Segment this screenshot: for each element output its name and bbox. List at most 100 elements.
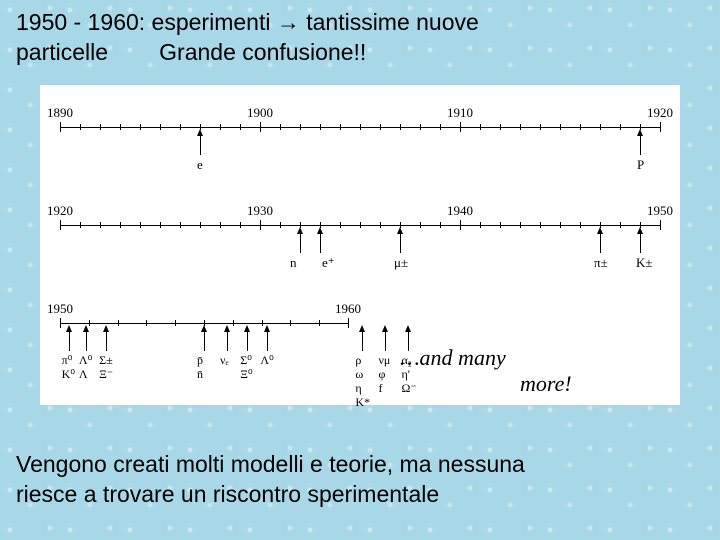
tick-minor	[400, 124, 401, 130]
discovery-arrow	[204, 329, 205, 351]
footer-line2: riesce a trovare un riscontro sperimenta…	[16, 481, 439, 507]
tick-minor	[233, 320, 234, 326]
title-line2: particelle	[16, 39, 108, 65]
discovery-arrow	[640, 231, 641, 253]
particle-label: Σ⁰	[240, 353, 252, 368]
particle-label: μ±	[394, 255, 408, 271]
discovery-arrow	[267, 329, 268, 351]
tick-label: 1890	[47, 105, 73, 121]
particle-label: p̄	[197, 353, 203, 368]
tick-minor	[200, 222, 201, 228]
particle-label: Λ⁰	[260, 353, 274, 368]
tick-major	[460, 220, 461, 230]
tick-label: 1920	[647, 105, 673, 121]
tick-minor	[560, 222, 561, 228]
particle-label: K⁰	[62, 367, 75, 382]
title-line2b: Grande confusione!!	[159, 39, 366, 65]
discovery-arrow	[247, 329, 248, 351]
tick-label: 1950	[647, 203, 673, 219]
tick-minor	[340, 222, 341, 228]
particle-label: K±	[636, 255, 653, 271]
tick-label: 1930	[247, 203, 273, 219]
tick-minor	[220, 222, 221, 228]
tick-minor	[540, 124, 541, 130]
particle-label: Ξ⁰	[240, 367, 253, 382]
tick-major	[260, 122, 261, 132]
tick-minor	[500, 124, 501, 130]
tick-minor	[340, 124, 341, 130]
tick-minor	[240, 222, 241, 228]
particle-label: π⁰	[62, 353, 73, 368]
tick-label: 1960	[335, 301, 361, 317]
tick-minor	[500, 222, 501, 228]
particle-label: Ξ⁻	[99, 367, 113, 382]
tick-major	[60, 220, 61, 230]
tick-minor	[100, 124, 101, 130]
tick-minor	[180, 124, 181, 130]
discovery-arrow	[69, 329, 70, 351]
discovery-arrow	[106, 329, 107, 351]
and-many-text: …and many	[400, 345, 506, 371]
timeline-diagram: 1890190019101920eP1920193019401950ne⁺μ±π…	[40, 85, 680, 405]
discovery-arrow	[385, 329, 386, 351]
particle-label: η	[355, 381, 361, 396]
particle-label: e⁺	[322, 255, 335, 271]
discovery-arrow	[227, 329, 228, 351]
tick-minor	[220, 124, 221, 130]
particle-label: Ω⁻	[401, 381, 416, 396]
tick-minor	[380, 222, 381, 228]
slide-footer: Vengono creati molti modelli e teorie, m…	[16, 450, 704, 510]
particle-label: e	[197, 157, 203, 173]
tick-label: 1910	[447, 105, 473, 121]
tick-minor	[120, 124, 121, 130]
tick-major	[60, 318, 61, 328]
tick-minor	[240, 124, 241, 130]
particle-label: ω	[355, 367, 363, 382]
tick-minor	[440, 222, 441, 228]
tick-minor	[280, 222, 281, 228]
tick-minor	[160, 124, 161, 130]
discovery-arrow	[320, 231, 321, 253]
tick-label: 1940	[447, 203, 473, 219]
tick-major	[660, 122, 661, 132]
tick-minor	[360, 222, 361, 228]
particle-label: Λ⁰	[79, 353, 93, 368]
particle-label: n	[290, 255, 297, 271]
tick-minor	[120, 222, 121, 228]
tick-minor	[118, 320, 119, 326]
footer-line1: Vengono creati molti modelli e teorie, m…	[16, 451, 525, 477]
tick-major	[348, 318, 349, 328]
tick-minor	[319, 320, 320, 326]
tick-minor	[100, 222, 101, 228]
tick-minor	[262, 320, 263, 326]
discovery-arrow	[362, 329, 363, 351]
particle-label: νₑ	[220, 353, 229, 368]
particle-label: Λ	[79, 367, 88, 382]
tick-minor	[420, 222, 421, 228]
tick-minor	[290, 320, 291, 326]
tick-minor	[140, 124, 141, 130]
tick-minor	[360, 124, 361, 130]
tick-minor	[160, 222, 161, 228]
tick-label: 1920	[47, 203, 73, 219]
particle-label: Σ±	[99, 353, 113, 368]
tick-label: 1950	[47, 301, 73, 317]
tick-major	[660, 220, 661, 230]
particle-label: ρ	[355, 353, 361, 368]
tick-minor	[420, 124, 421, 130]
tick-minor	[380, 124, 381, 130]
tick-major	[460, 122, 461, 132]
tick-minor	[89, 320, 90, 326]
particle-label: n̄	[197, 367, 203, 382]
tick-minor	[560, 124, 561, 130]
tick-minor	[80, 222, 81, 228]
tick-minor	[300, 124, 301, 130]
tick-minor	[520, 222, 521, 228]
particle-label: π±	[594, 255, 608, 271]
particle-label: K*	[355, 395, 370, 410]
tick-minor	[480, 124, 481, 130]
tick-minor	[580, 222, 581, 228]
tick-minor	[320, 124, 321, 130]
discovery-arrow	[86, 329, 87, 351]
discovery-arrow	[640, 133, 641, 155]
